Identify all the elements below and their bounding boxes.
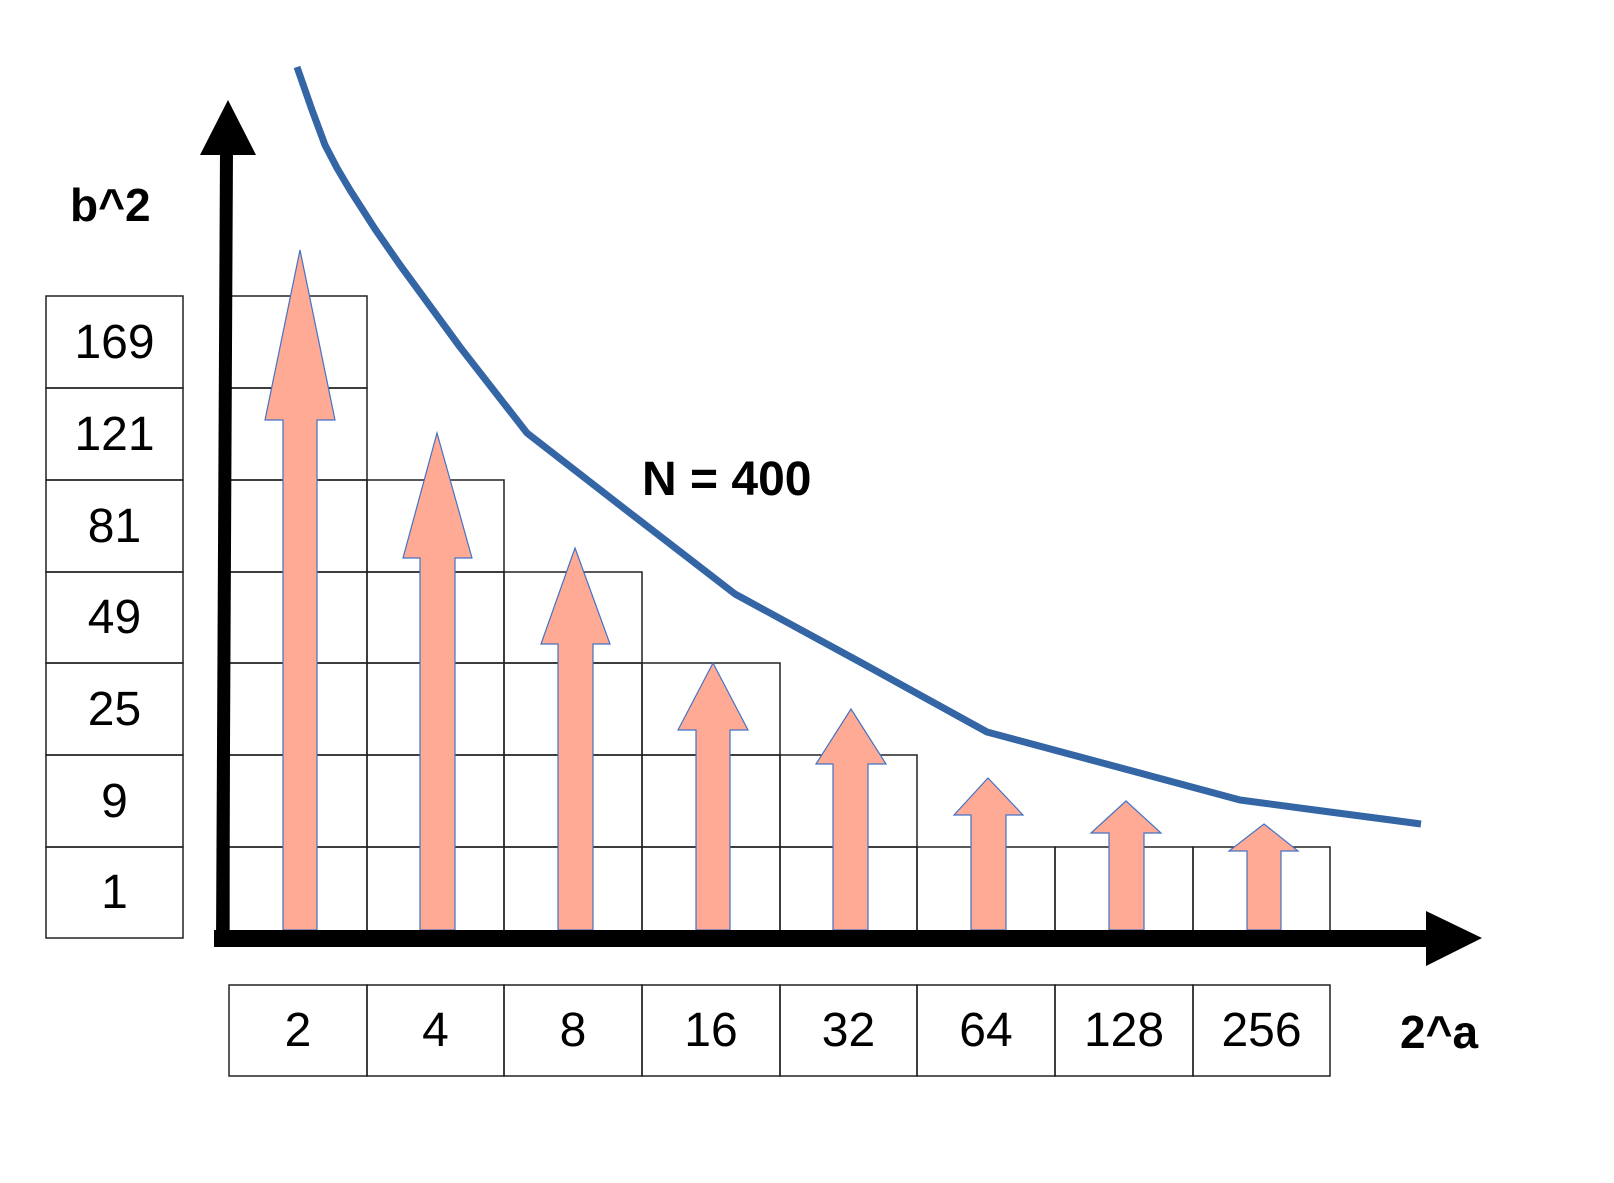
x-axis-shaft [214, 930, 1429, 947]
y-tick: 9 [101, 774, 128, 828]
arrow-8 [540, 546, 611, 931]
arrow-64 [952, 777, 1025, 931]
y-axis-arrowhead-icon [200, 100, 256, 155]
axes [200, 100, 1482, 966]
arrows [264, 249, 1300, 931]
arrow-32 [814, 707, 888, 931]
x-tick: 2 [284, 1004, 312, 1057]
y-tick-boxes [45, 295, 184, 939]
y-tick: 49 [87, 591, 142, 644]
x-axis-title: 2^a [1400, 1006, 1479, 1058]
n-curve [293, 65, 1422, 828]
x-tick: 16 [684, 1004, 738, 1057]
y-axis-shaft [216, 150, 233, 945]
x-tick: 256 [1221, 1004, 1302, 1057]
x-tick: 8 [559, 1004, 587, 1057]
x-tick-boxes [228, 984, 1331, 1077]
y-tick: 25 [87, 682, 142, 736]
y-tick: 1 [101, 866, 128, 919]
arrow-2 [264, 249, 336, 931]
y-tick: 81 [87, 499, 142, 553]
x-tick: 4 [422, 1004, 449, 1057]
x-axis-arrowhead-icon [1426, 911, 1482, 966]
x-tick: 128 [1083, 1004, 1165, 1057]
arrow-16 [677, 661, 749, 931]
x-tick: 64 [959, 1004, 1013, 1057]
arrow-256 [1227, 823, 1300, 931]
arrow-128 [1089, 800, 1163, 931]
y-tick: 169 [74, 315, 155, 369]
x-tick: 32 [821, 1004, 876, 1057]
y-tick: 121 [74, 407, 155, 461]
y-axis-title: b^2 [70, 179, 151, 231]
n-annotation: N = 400 [642, 453, 812, 506]
arrow-4 [402, 430, 473, 931]
